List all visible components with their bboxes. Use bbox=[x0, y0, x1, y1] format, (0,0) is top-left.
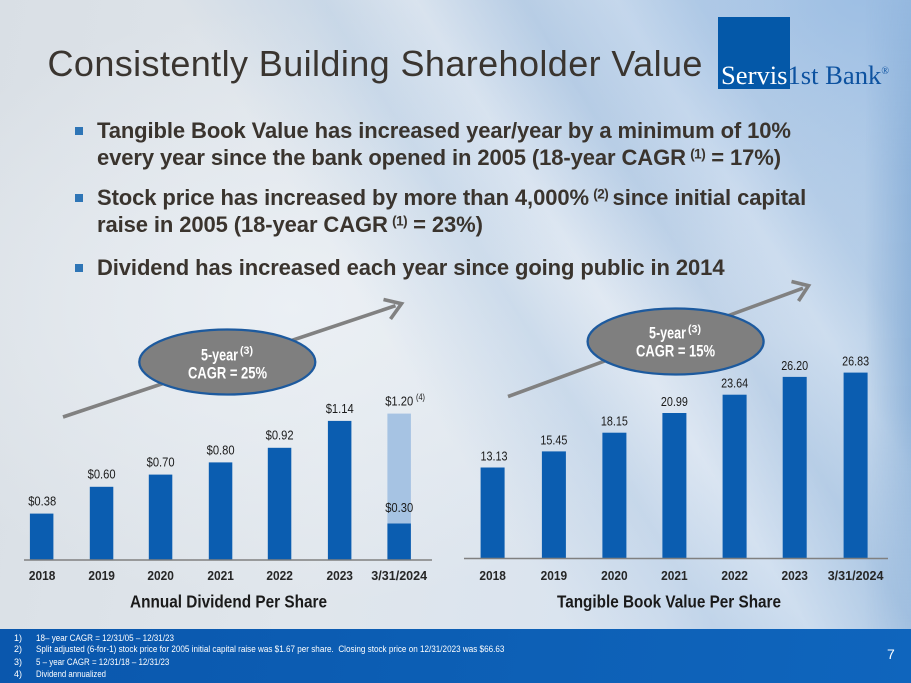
svg-text:3/31/2024: 3/31/2024 bbox=[371, 568, 428, 583]
svg-text:(3): (3) bbox=[688, 323, 701, 335]
svg-text:$0.38: $0.38 bbox=[28, 494, 56, 509]
svg-text:$0.60: $0.60 bbox=[88, 467, 116, 482]
svg-text:2022: 2022 bbox=[721, 568, 748, 583]
svg-text:$0.30: $0.30 bbox=[385, 500, 413, 515]
svg-text:$0.70: $0.70 bbox=[147, 455, 175, 470]
svg-text:2018: 2018 bbox=[479, 568, 506, 583]
svg-text:2020: 2020 bbox=[601, 568, 628, 583]
svg-text:20.99: 20.99 bbox=[661, 394, 688, 409]
svg-text:2022: 2022 bbox=[266, 568, 293, 583]
svg-text:Tangible Book Value Per Share: Tangible Book Value Per Share bbox=[557, 592, 781, 612]
svg-text:2021: 2021 bbox=[207, 568, 234, 583]
svg-text:2023: 2023 bbox=[326, 568, 353, 583]
svg-text:$0.92: $0.92 bbox=[266, 428, 294, 443]
svg-text:Annual Dividend Per Share: Annual Dividend Per Share bbox=[130, 592, 327, 612]
svg-text:26.83: 26.83 bbox=[842, 354, 869, 369]
svg-text:23.64: 23.64 bbox=[721, 376, 748, 391]
svg-text:$1.20: $1.20 bbox=[385, 394, 413, 409]
svg-text:$1.14: $1.14 bbox=[326, 401, 354, 416]
svg-text:26.20: 26.20 bbox=[781, 358, 808, 373]
svg-text:13.13: 13.13 bbox=[481, 449, 508, 464]
svg-text:18.15: 18.15 bbox=[601, 414, 628, 429]
svg-text:3/31/2024: 3/31/2024 bbox=[828, 568, 885, 583]
svg-text:5-year: 5-year bbox=[649, 324, 686, 343]
svg-text:2023: 2023 bbox=[781, 568, 808, 583]
svg-text:2021: 2021 bbox=[661, 568, 688, 583]
svg-text:15.45: 15.45 bbox=[540, 432, 567, 447]
svg-text:(4): (4) bbox=[416, 392, 425, 403]
svg-text:(3): (3) bbox=[240, 345, 253, 357]
svg-text:5-year: 5-year bbox=[201, 345, 238, 364]
svg-text:2019: 2019 bbox=[541, 568, 568, 583]
svg-text:2018: 2018 bbox=[29, 568, 56, 583]
svg-text:CAGR = 15%: CAGR = 15% bbox=[636, 342, 715, 361]
svg-text:2020: 2020 bbox=[147, 568, 174, 583]
svg-text:CAGR = 25%: CAGR = 25% bbox=[188, 364, 267, 383]
svg-text:2019: 2019 bbox=[88, 568, 115, 583]
svg-text:$0.80: $0.80 bbox=[207, 442, 235, 457]
